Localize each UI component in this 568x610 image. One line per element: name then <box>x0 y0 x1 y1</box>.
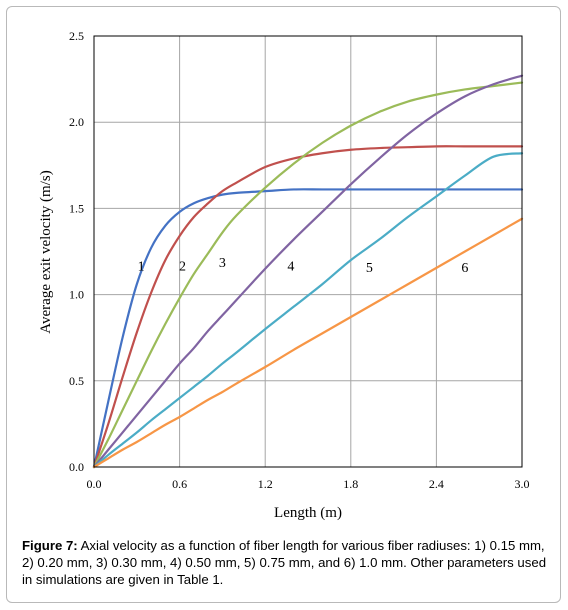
y-tick-label: 1.5 <box>69 201 84 215</box>
x-tick-label: 1.2 <box>258 477 273 491</box>
plot-border <box>93 35 523 468</box>
caption-label: Figure 7: <box>22 538 78 553</box>
series-label-2: 2 <box>179 259 186 274</box>
x-tick-label: 3.0 <box>515 477 530 491</box>
x-tick-label: 0.6 <box>172 477 187 491</box>
caption-text: Axial velocity as a function of fiber le… <box>22 538 547 587</box>
x-tick-label: 2.4 <box>429 477 444 491</box>
series-line-1 <box>92 188 524 469</box>
chart-container: 0.0 0.6 1.2 1.8 2.4 3.0 0.0 0.5 1.0 1.5 2.0 2.5 1 2 3… <box>38 29 530 521</box>
series-label-3: 3 <box>219 256 226 271</box>
y-tick-label: 2.5 <box>69 29 84 43</box>
y-tick-label: 0.5 <box>69 374 84 388</box>
series-label-1: 1 <box>138 259 145 274</box>
y-tick-label: 2.0 <box>69 115 84 129</box>
series-label-4: 4 <box>287 259 294 274</box>
line-chart: 0.0 0.6 1.2 1.8 2.4 3.0 0.0 0.5 1.0 1.5 2.0 2.5 1 2 3… <box>38 29 530 521</box>
series-line-5 <box>92 152 524 469</box>
x-axis-label: Length (m) <box>274 505 342 521</box>
series-line-2 <box>92 145 524 469</box>
series-labels: 1 2 3 4 5 6 <box>138 256 469 276</box>
series-line-3 <box>92 81 524 469</box>
series-line-4 <box>92 74 524 469</box>
x-tick-label: 1.8 <box>343 477 358 491</box>
figure-frame <box>6 6 561 603</box>
figure-caption: Figure 7: Axial velocity as a function o… <box>22 537 552 588</box>
x-tick-label: 0.0 <box>87 477 102 491</box>
series-label-6: 6 <box>461 261 468 276</box>
series-layer <box>92 74 524 469</box>
y-tick-label: 0.0 <box>69 460 84 474</box>
y-axis-label: Average exit velocity (m/s) <box>38 170 54 333</box>
tick-labels: 0.0 0.6 1.2 1.8 2.4 3.0 0.0 0.5 1.0 1.5 2.0 2.5 <box>69 29 530 491</box>
series-label-5: 5 <box>366 261 373 276</box>
y-tick-label: 1.0 <box>69 288 84 302</box>
series-line-6 <box>92 217 524 469</box>
